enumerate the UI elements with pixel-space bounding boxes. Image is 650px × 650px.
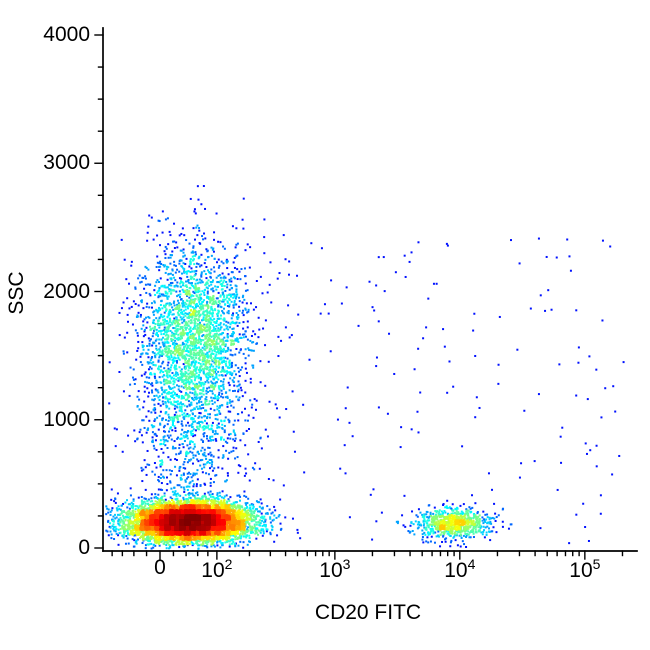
x-tick-label: 103 (319, 556, 351, 582)
y-tick-label: 4000 (43, 23, 90, 46)
x-tick-label: 102 (201, 556, 233, 582)
y-tick-label: 0 (78, 536, 90, 559)
x-tick-label: 104 (444, 556, 476, 582)
x-tick-label: 105 (569, 556, 601, 582)
y-tick-label: 1000 (43, 407, 90, 431)
x-axis-title: CD20 FITC (314, 601, 422, 624)
y-tick-label: 3000 (43, 151, 90, 175)
y-tick-label: 2000 (43, 279, 90, 303)
x-tick-label: 0 (154, 556, 166, 579)
